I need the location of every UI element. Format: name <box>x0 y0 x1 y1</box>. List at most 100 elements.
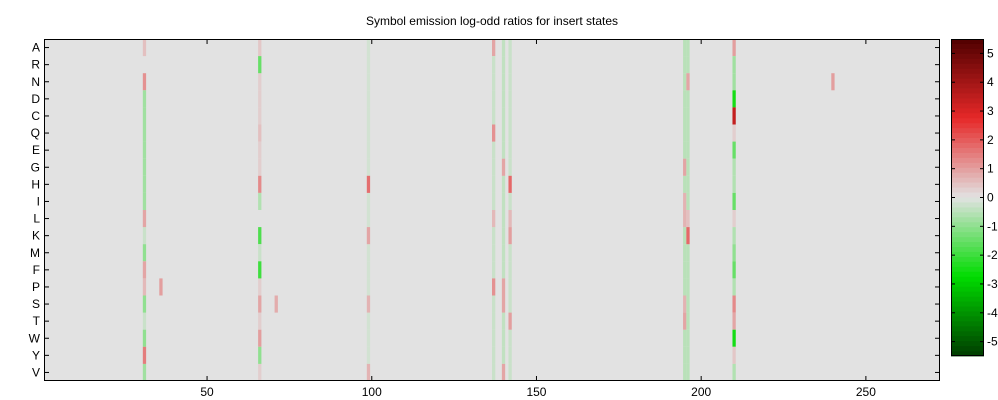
heatmap-cell <box>501 227 506 245</box>
heatmap-cell <box>732 227 736 245</box>
heatmap-cell <box>492 210 496 228</box>
colorbar-segment <box>951 237 984 243</box>
x-tick-label: 50 <box>200 385 214 399</box>
heatmap-cell <box>366 73 371 91</box>
heatmap-cell <box>258 90 262 108</box>
colorbar-tick-label: 3 <box>987 104 994 118</box>
heatmap-cell <box>501 312 506 330</box>
colorbar-segment <box>951 251 984 258</box>
heatmap-cell <box>686 312 690 330</box>
heatmap-cell <box>142 210 147 228</box>
colorbar-segment <box>951 271 984 278</box>
heatmap-cell <box>501 73 506 91</box>
heatmap-cell <box>142 227 147 245</box>
heatmap-cell <box>683 346 687 364</box>
heatmap-cell <box>501 39 506 57</box>
colorbar-segment <box>951 341 984 347</box>
heatmap-cell <box>508 56 512 74</box>
heatmap-cell <box>142 175 147 193</box>
colorbar-tick-label: 2 <box>987 133 994 147</box>
heatmap-cell <box>686 210 690 228</box>
heatmap-cell <box>366 56 371 74</box>
colorbar-segment <box>951 207 984 213</box>
colorbar-tick-label: -3 <box>987 277 998 291</box>
heatmap-cell <box>492 363 496 381</box>
heatmap-cell <box>366 261 371 279</box>
heatmap-cell <box>508 346 512 364</box>
colorbar-segment <box>951 192 984 198</box>
heatmap-cell <box>508 39 512 57</box>
colorbar-segment <box>951 336 984 342</box>
heatmap-cell <box>258 73 262 91</box>
x-tick-label: 150 <box>526 385 546 399</box>
heatmap-cell <box>366 175 371 193</box>
heatmap-cell <box>258 56 262 74</box>
heatmap-cell <box>686 346 690 364</box>
heatmap-cell <box>142 90 147 108</box>
heatmap-cell <box>492 175 496 193</box>
heatmap-cells <box>142 39 835 381</box>
heatmap-cell <box>501 261 506 279</box>
heatmap-cell <box>501 175 506 193</box>
colorbar-segment <box>951 177 984 184</box>
heatmap-cell <box>686 329 690 347</box>
heatmap-cell <box>508 244 512 262</box>
heatmap-cell <box>732 244 736 262</box>
y-tick-label: M <box>30 246 40 260</box>
colorbar-segment <box>951 351 984 357</box>
plot-frame <box>44 39 940 381</box>
heatmap-cell <box>732 124 736 142</box>
heatmap-cell <box>508 107 512 125</box>
heatmap-cell <box>508 227 512 245</box>
colorbar-segment <box>951 346 984 352</box>
heatmap-cell <box>366 210 371 228</box>
heatmap-cell <box>366 312 371 330</box>
colorbar-segment <box>951 78 984 84</box>
heatmap-cell <box>142 141 147 159</box>
heatmap-cell <box>274 295 278 313</box>
heatmap-cell <box>686 192 690 210</box>
heatmap-cell <box>501 295 506 313</box>
heatmap-cell <box>732 312 736 330</box>
colorbar-segment <box>951 212 984 218</box>
colorbar-segment <box>951 261 984 268</box>
x-tick-label: 100 <box>362 385 382 399</box>
heatmap-cell <box>732 210 736 228</box>
y-tick-label: Q <box>31 126 40 140</box>
heatmap-cell <box>686 227 690 245</box>
heatmap-cell <box>686 73 690 91</box>
heatmap-cell <box>258 227 262 245</box>
y-tick-label: C <box>31 109 40 123</box>
heatmap-cell <box>492 141 496 159</box>
heatmap-cell <box>732 56 736 74</box>
heatmap-cell <box>686 175 690 193</box>
colorbar-segment <box>951 133 984 139</box>
heatmap-cell <box>508 261 512 279</box>
heatmap-cell <box>683 329 687 347</box>
heatmap-cell <box>258 261 262 279</box>
heatmap-cell <box>683 56 687 74</box>
colorbar-segment <box>951 291 984 297</box>
heatmap-cell <box>258 244 262 262</box>
colorbar-segment <box>951 301 984 307</box>
colorbar-segment <box>951 152 984 159</box>
y-tick-label: V <box>32 365 40 379</box>
y-tick-label: A <box>32 41 40 55</box>
heatmap-cell <box>732 39 736 57</box>
heatmap-cell <box>366 227 371 245</box>
heatmap-cell <box>508 192 512 210</box>
heatmap-cell <box>258 107 262 125</box>
colorbar-tick-label: -4 <box>987 306 998 320</box>
colorbar-segment <box>951 53 984 60</box>
heatmap-cell <box>492 278 496 296</box>
colorbar-segment <box>951 202 984 208</box>
colorbar-tick-label: 1 <box>987 162 994 176</box>
heatmap-cell <box>508 73 512 91</box>
colorbar-tick-label: 5 <box>987 46 994 60</box>
colorbar-segment <box>951 227 984 233</box>
heatmap-cell <box>501 107 506 125</box>
colorbar-segment <box>951 182 984 188</box>
heatmap-cell <box>683 261 687 279</box>
heatmap-cell <box>686 244 690 262</box>
